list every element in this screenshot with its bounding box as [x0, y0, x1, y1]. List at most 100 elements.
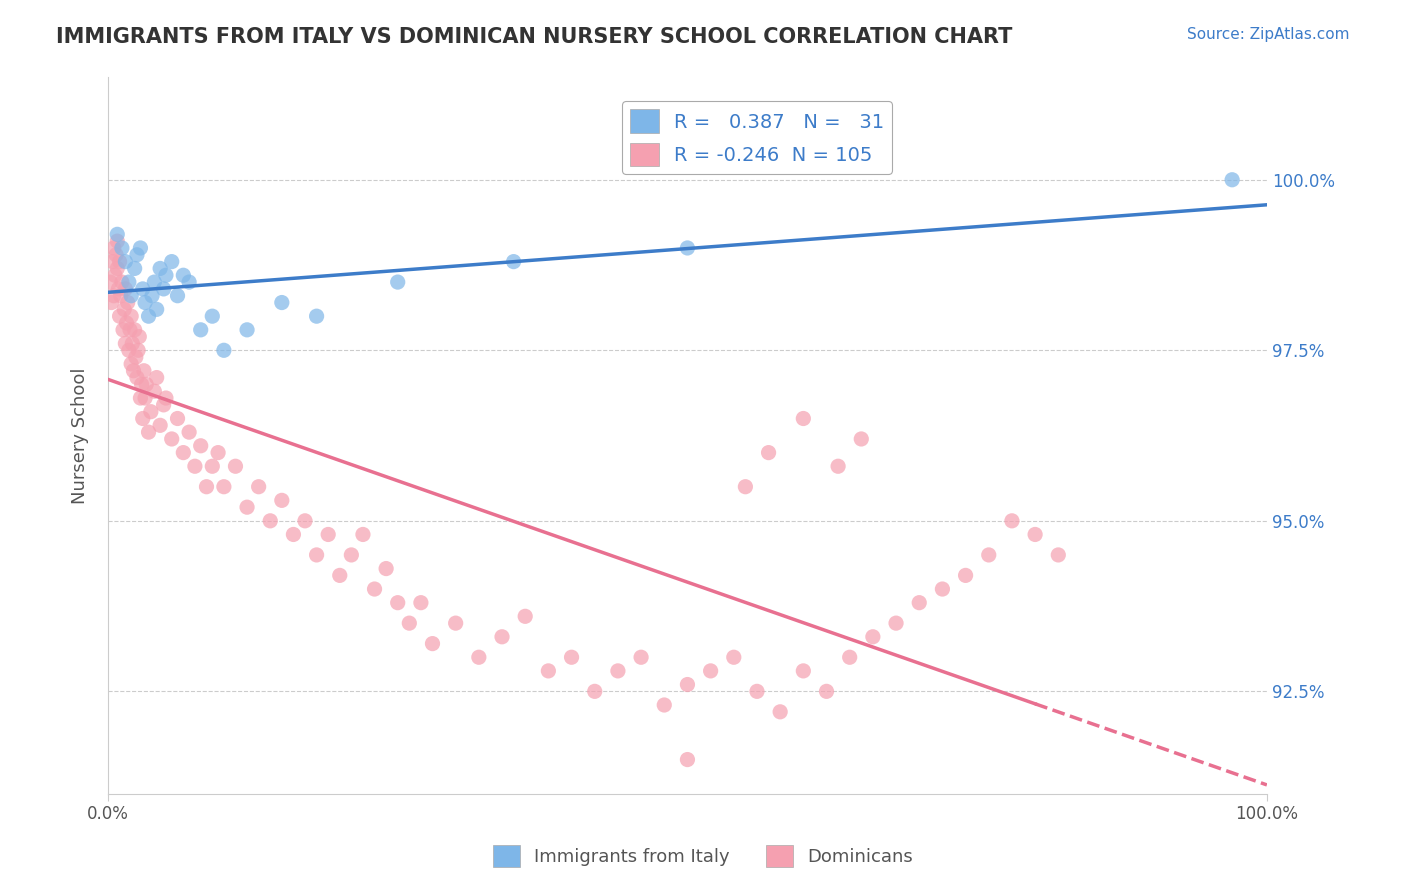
Point — [387, 275, 409, 289]
Point — [127, 343, 149, 358]
Point — [131, 377, 153, 392]
Point — [155, 391, 177, 405]
Point — [105, 248, 128, 262]
Point — [166, 289, 188, 303]
Point — [112, 323, 135, 337]
Point — [502, 254, 524, 268]
Point — [201, 459, 224, 474]
Point — [143, 384, 166, 399]
Point — [676, 753, 699, 767]
Point — [630, 650, 652, 665]
Point — [115, 316, 138, 330]
Point — [201, 309, 224, 323]
Point — [120, 309, 142, 323]
Point — [758, 445, 780, 459]
Point — [212, 343, 235, 358]
Point — [676, 241, 699, 255]
Point — [172, 268, 194, 283]
Point — [1047, 548, 1070, 562]
Point — [270, 493, 292, 508]
Point — [172, 445, 194, 459]
Point — [422, 637, 444, 651]
Point — [207, 445, 229, 459]
Text: IMMIGRANTS FROM ITALY VS DOMINICAN NURSERY SCHOOL CORRELATION CHART: IMMIGRANTS FROM ITALY VS DOMINICAN NURSE… — [56, 27, 1012, 46]
Point — [236, 500, 259, 515]
Point — [862, 630, 884, 644]
Point — [884, 616, 907, 631]
Point — [100, 295, 122, 310]
Point — [179, 275, 201, 289]
Text: Source: ZipAtlas.com: Source: ZipAtlas.com — [1187, 27, 1350, 42]
Point — [340, 548, 363, 562]
Point — [114, 282, 136, 296]
Point — [955, 568, 977, 582]
Point — [111, 275, 134, 289]
Point — [329, 568, 352, 582]
Point — [125, 370, 148, 384]
Point — [118, 323, 141, 337]
Point — [111, 241, 134, 255]
Y-axis label: Nursery School: Nursery School — [72, 368, 89, 504]
Point — [224, 459, 246, 474]
Point — [117, 295, 139, 310]
Legend: Immigrants from Italy, Dominicans: Immigrants from Italy, Dominicans — [485, 838, 921, 874]
Point — [105, 261, 128, 276]
Point — [114, 336, 136, 351]
Point — [491, 630, 513, 644]
Point — [105, 227, 128, 242]
Point — [112, 302, 135, 317]
Point — [606, 664, 628, 678]
Point — [561, 650, 583, 665]
Point — [190, 323, 212, 337]
Point — [444, 616, 467, 631]
Point — [134, 295, 156, 310]
Point — [184, 459, 207, 474]
Point — [138, 425, 160, 439]
Point — [515, 609, 537, 624]
Point — [468, 650, 491, 665]
Point — [699, 664, 721, 678]
Point — [118, 343, 141, 358]
Point — [1001, 514, 1024, 528]
Point — [128, 329, 150, 343]
Point — [838, 650, 860, 665]
Point — [352, 527, 374, 541]
Point — [152, 282, 174, 296]
Point — [149, 418, 172, 433]
Point — [977, 548, 1000, 562]
Point — [129, 391, 152, 405]
Point — [141, 289, 163, 303]
Point — [537, 664, 560, 678]
Point — [676, 677, 699, 691]
Point — [139, 405, 162, 419]
Point — [105, 234, 128, 248]
Point — [583, 684, 606, 698]
Point — [212, 480, 235, 494]
Point — [769, 705, 792, 719]
Legend: R =   0.387   N =   31, R = -0.246  N = 105: R = 0.387 N = 31, R = -0.246 N = 105 — [621, 102, 893, 174]
Point — [236, 323, 259, 337]
Point — [387, 596, 409, 610]
Point — [122, 364, 145, 378]
Point — [1220, 173, 1243, 187]
Point — [160, 254, 183, 268]
Point — [98, 275, 121, 289]
Point — [107, 282, 129, 296]
Point — [283, 527, 305, 541]
Point — [145, 302, 167, 317]
Point — [305, 548, 328, 562]
Point — [125, 350, 148, 364]
Point — [145, 370, 167, 384]
Point — [190, 439, 212, 453]
Point — [120, 357, 142, 371]
Point — [132, 364, 155, 378]
Point — [138, 309, 160, 323]
Point — [409, 596, 432, 610]
Point — [118, 275, 141, 289]
Point — [745, 684, 768, 698]
Point — [134, 391, 156, 405]
Point — [827, 459, 849, 474]
Point — [652, 698, 675, 712]
Point — [723, 650, 745, 665]
Point — [124, 323, 146, 337]
